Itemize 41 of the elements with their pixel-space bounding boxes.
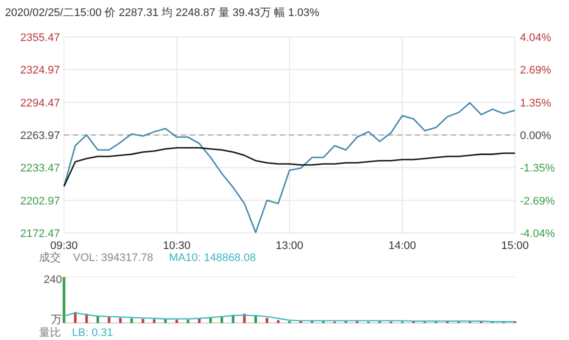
bar — [198, 318, 201, 323]
y-tick-label: 2202.97 — [20, 195, 60, 208]
line-series — [63, 147, 516, 188]
y-tick-label: 2324.97 — [20, 64, 60, 77]
y-tick-label: 2233.47 — [20, 162, 60, 175]
bar — [164, 319, 167, 323]
x-tick-label: 14:00 — [388, 240, 416, 252]
text: LB: 0.31 — [72, 327, 113, 339]
text: 成交 — [39, 251, 61, 264]
bar — [152, 319, 156, 323]
bar — [276, 320, 280, 323]
y2-tick-label: -1.35% — [520, 162, 556, 175]
y2-tick-label: 0.00% — [520, 130, 552, 142]
text: 万 — [51, 314, 62, 326]
text: MA10: 148868.08 — [169, 252, 256, 264]
y2-tick-label: -4.04% — [520, 228, 556, 240]
text: VOL: 394317.78 — [73, 252, 154, 264]
y-tick-label: 2355.47 — [20, 32, 60, 44]
chart-title: 2020/02/25/二15:00 价 2287.31 均 2248.87 量 39.43万 幅 1.03% — [5, 7, 320, 19]
x-tick-label: 09:30 — [50, 240, 78, 252]
bar — [186, 320, 190, 323]
bar — [119, 318, 122, 323]
y-tick-label: 2172.47 — [20, 228, 60, 240]
bar — [266, 318, 268, 323]
y2-tick-label: -2.69% — [520, 195, 556, 208]
bar — [62, 277, 66, 323]
y-tick-label: 2263.97 — [20, 130, 60, 142]
bar — [130, 318, 133, 323]
bar — [108, 317, 110, 323]
x-tick-label: 15:00 — [501, 240, 529, 252]
x-tick-label: 13:00 — [276, 240, 304, 252]
x-tick-label: 10:30 — [162, 240, 191, 252]
y2-tick-label: 2.69% — [520, 64, 552, 77]
y-tick-label: 2294.47 — [20, 97, 60, 110]
bar — [175, 320, 178, 323]
text: 240 — [44, 274, 62, 286]
y2-tick-label: 4.04% — [520, 32, 552, 44]
text: 量比 — [39, 326, 61, 339]
y2-tick-label: 1.35% — [520, 97, 552, 110]
bar — [142, 318, 144, 323]
bar — [96, 316, 100, 323]
